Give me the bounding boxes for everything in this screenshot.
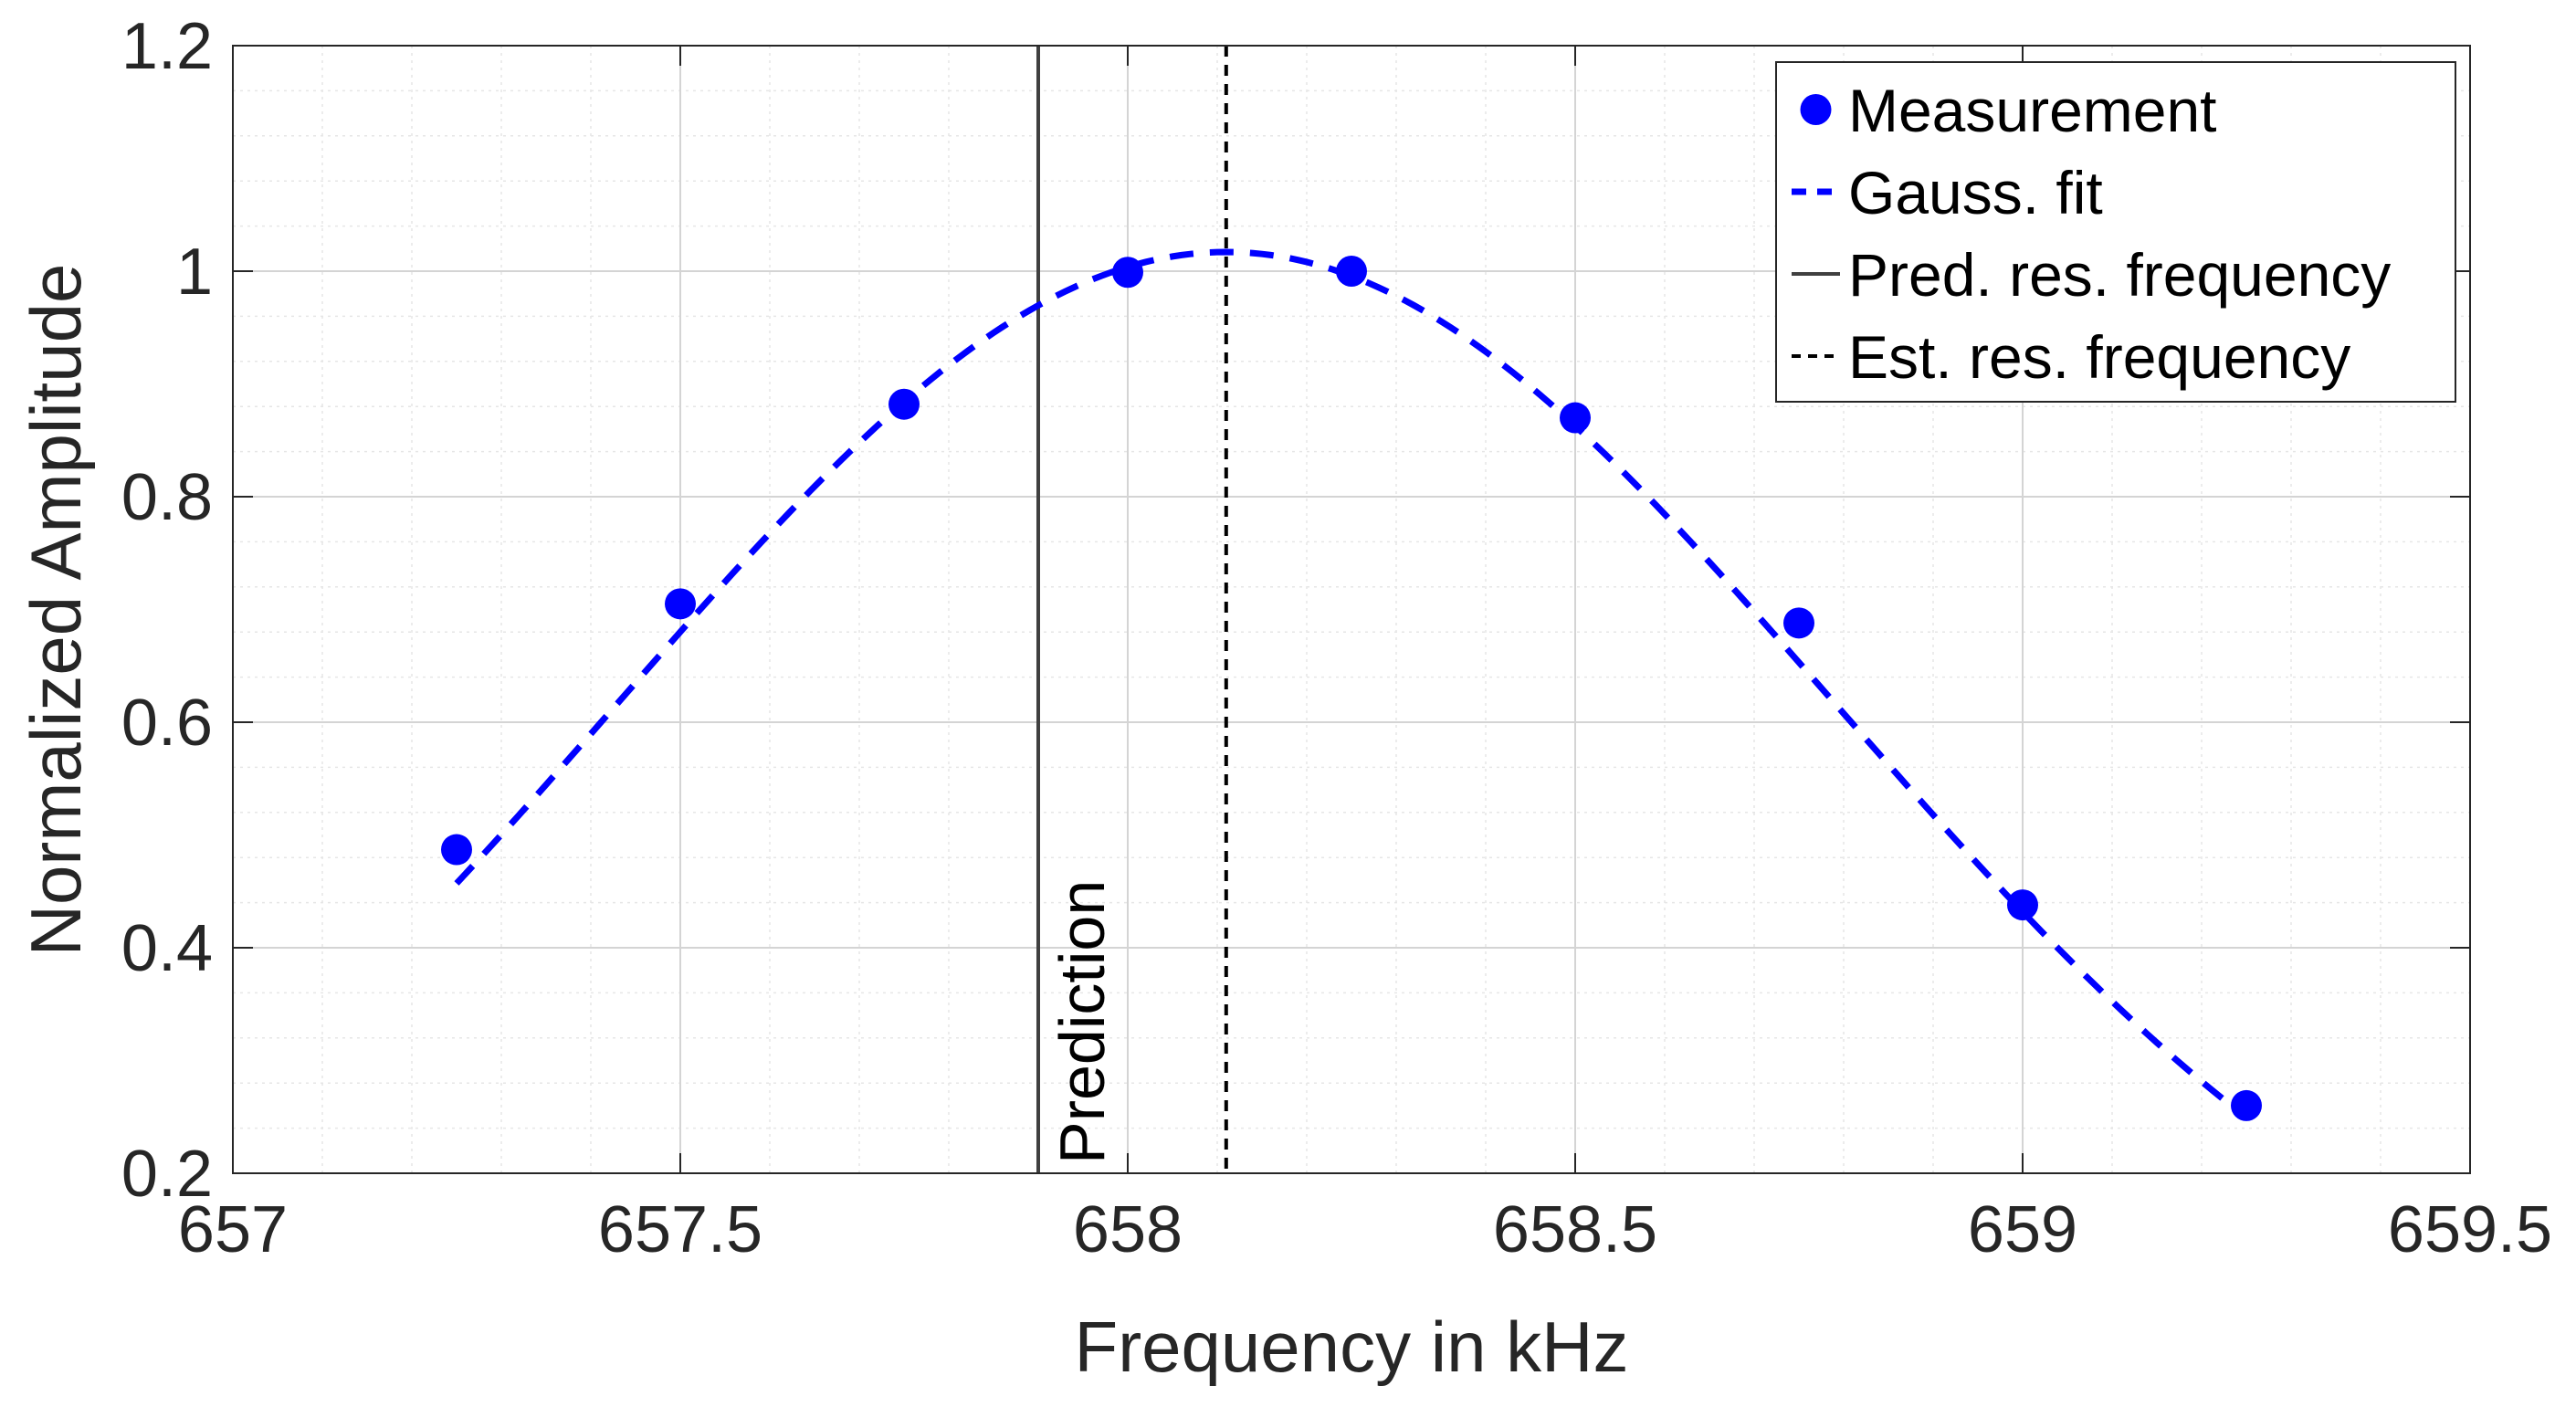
annotations: Prediction: [1046, 880, 1118, 1164]
measurement-point: [888, 388, 920, 420]
y-tick-label: 0.6: [121, 687, 213, 760]
measurement-point: [1560, 402, 1591, 434]
legend-label: Gauss. fit: [1848, 159, 2103, 226]
measurement-point: [665, 588, 696, 620]
measurement-point: [441, 834, 472, 866]
measurement-point: [1336, 256, 1367, 287]
y-tick-label: 1: [176, 236, 213, 309]
x-tick-labels: 657 657.5 658 658.5 659 659.5: [178, 1193, 2552, 1266]
y-tick-label: 0.4: [121, 912, 213, 985]
gauss-fit-curve: [454, 248, 2249, 1120]
legend-label: Measurement: [1848, 77, 2217, 144]
measurement-point: [1783, 607, 1814, 639]
y-tick-label: 1.2: [121, 10, 213, 83]
y-tick-label: 0.8: [121, 461, 213, 534]
legend-label: Est. res. frequency: [1848, 323, 2350, 391]
x-axis-label: Frequency in kHz: [1075, 1307, 1629, 1387]
legend-label: Pred. res. frequency: [1848, 241, 2391, 309]
y-tick-labels: 0.2 0.4 0.6 0.8 1 1.2: [121, 10, 213, 1211]
legend-marker-measurement: [1800, 94, 1832, 125]
measurement-point: [1112, 257, 1143, 289]
plot-frame: [232, 45, 2471, 1174]
x-tick-label: 658: [1073, 1193, 1183, 1266]
x-tick-label: 657: [178, 1193, 288, 1266]
prediction-annotation: Prediction: [1046, 880, 1118, 1164]
resonance-lines: [1036, 46, 1228, 1173]
measurement-point: [2007, 889, 2038, 921]
legend-box: [1775, 61, 2456, 403]
axis-ticks: [232, 45, 2471, 1174]
x-tick-label: 659.5: [2388, 1193, 2552, 1266]
y-tick-label: 0.2: [121, 1138, 213, 1211]
measurement-point: [2231, 1089, 2262, 1121]
y-axis-label: Normalized Amplitude: [16, 264, 96, 957]
x-tick-label: 657.5: [598, 1193, 762, 1266]
x-tick-label: 658.5: [1493, 1193, 1657, 1266]
x-tick-label: 659: [1968, 1193, 2077, 1266]
measurement-markers: [441, 256, 2262, 1121]
legend: Measurement Gauss. fit Pred. res. frequenc…: [1775, 61, 2456, 403]
